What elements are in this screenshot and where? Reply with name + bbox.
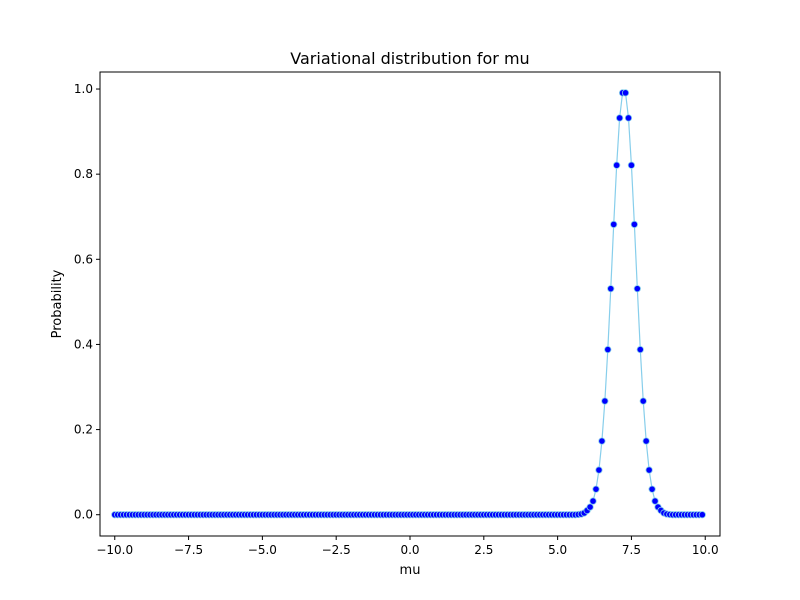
chart-title: Variational distribution for mu: [290, 49, 529, 68]
data-point: [598, 437, 606, 445]
x-tick-label: −7.5: [174, 543, 203, 557]
y-tick-label: 0.2: [74, 423, 93, 437]
y-tick-label: 0.0: [74, 508, 93, 522]
data-point: [586, 503, 594, 511]
x-tick-label: 10.0: [692, 543, 719, 557]
x-tick-label: 0.0: [400, 543, 419, 557]
data-point: [636, 345, 644, 354]
x-tick-label: 5.0: [548, 543, 567, 557]
data-point: [633, 285, 641, 293]
data-point: [639, 397, 647, 405]
data-point: [621, 89, 630, 97]
data-point: [595, 466, 603, 474]
data-point: [616, 114, 624, 122]
data-point: [651, 497, 659, 505]
ticks-layer: −10.0 −7.5 −5.0 −2.5 0.0 2.5 5.0 7.5 10.0 0.0 0.2 0…: [74, 82, 719, 557]
y-tick-label: 1.0: [74, 82, 93, 96]
y-tick-label: 0.6: [74, 252, 93, 266]
y-tick-label: 0.4: [74, 337, 93, 351]
data-point: [624, 114, 633, 122]
series-layer: [111, 89, 706, 519]
data-point: [648, 485, 656, 493]
data-point: [645, 466, 653, 474]
x-tick-label: −5.0: [248, 543, 277, 557]
plot-frame: [99, 71, 721, 537]
data-point: [604, 345, 612, 354]
data-point: [589, 497, 597, 505]
y-tick-label: 0.8: [74, 167, 93, 181]
data-point: [630, 220, 638, 228]
data-point: [610, 220, 618, 228]
x-tick-label: 7.5: [622, 543, 641, 557]
data-point: [601, 397, 609, 405]
data-point: [592, 485, 600, 493]
y-axis-label: Probability: [50, 269, 65, 338]
data-point: [698, 511, 706, 519]
data-point: [642, 437, 650, 445]
x-tick-label: 2.5: [474, 543, 493, 557]
x-axis-label: mu: [400, 563, 421, 578]
data-point: [627, 161, 636, 169]
data-point: [613, 161, 621, 169]
data-point: [607, 285, 615, 293]
x-tick-label: −2.5: [322, 543, 351, 557]
x-tick-label: −10.0: [96, 543, 133, 557]
